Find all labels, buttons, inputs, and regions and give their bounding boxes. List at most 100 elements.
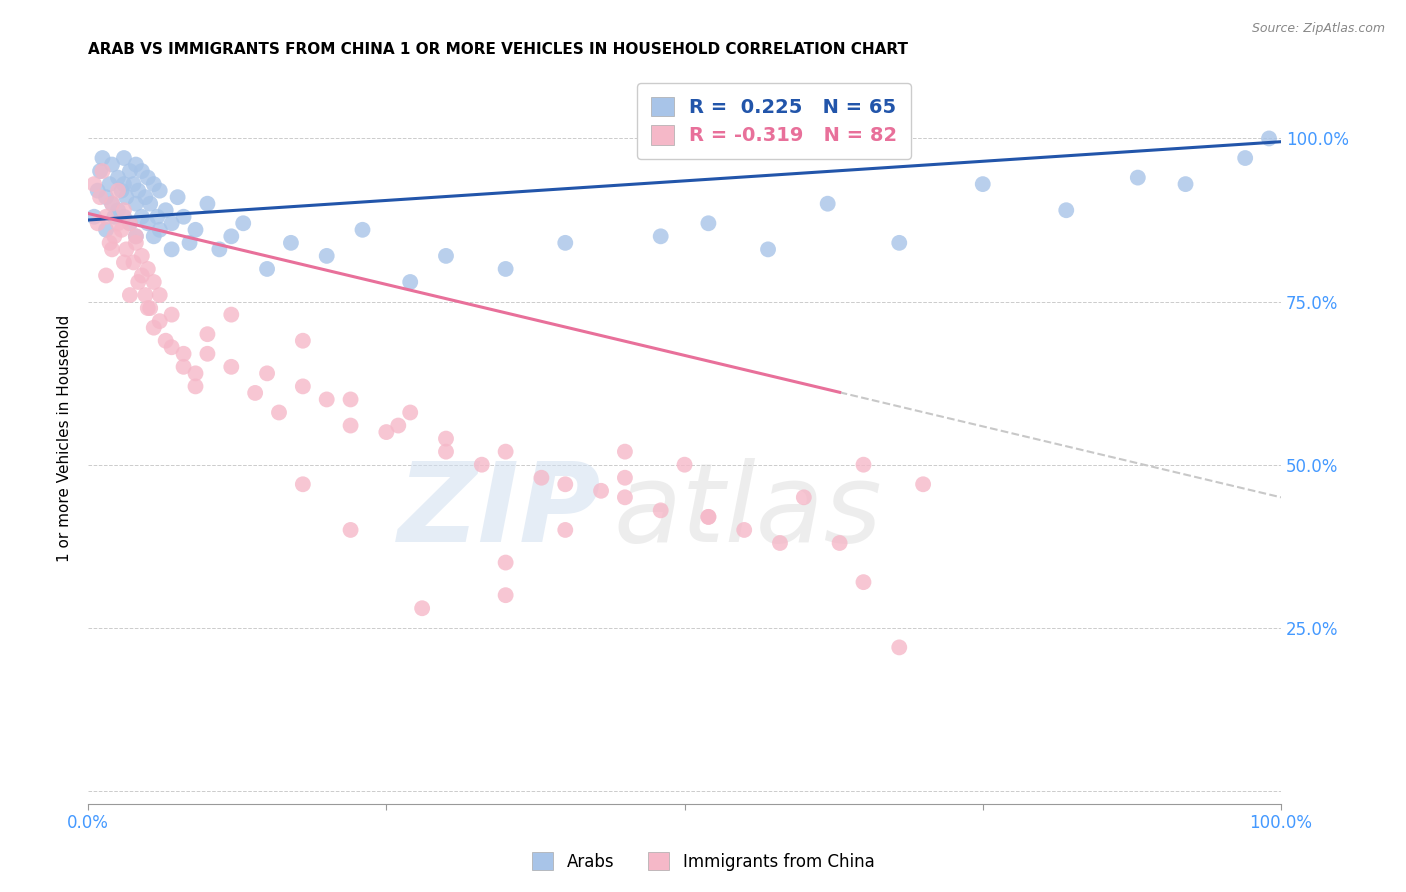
Point [756, 243, 779, 257]
Point [471, 458, 494, 472]
Point [125, 235, 148, 250]
Point [495, 588, 517, 602]
Point [697, 509, 720, 524]
Point [125, 157, 148, 171]
Point [339, 418, 361, 433]
Point [495, 444, 517, 458]
Point [134, 190, 156, 204]
Point [125, 229, 148, 244]
Text: Source: ZipAtlas.com: Source: ZipAtlas.com [1251, 22, 1385, 36]
Point [142, 177, 165, 191]
Point [733, 523, 755, 537]
Point [197, 347, 219, 361]
Text: ZIP: ZIP [398, 458, 600, 566]
Point [107, 184, 129, 198]
Point [673, 458, 696, 472]
Text: atlas: atlas [613, 458, 882, 566]
Point [115, 243, 138, 257]
Point [697, 216, 720, 230]
Point [91, 151, 114, 165]
Point [352, 223, 374, 237]
Point [131, 268, 153, 283]
Point [160, 216, 183, 230]
Point [118, 164, 141, 178]
Point [399, 405, 422, 419]
Point [291, 477, 314, 491]
Point [530, 471, 553, 485]
Point [103, 210, 125, 224]
Point [107, 170, 129, 185]
Point [101, 196, 124, 211]
Point [115, 190, 138, 204]
Point [173, 359, 195, 374]
Point [125, 229, 148, 244]
Point [221, 359, 243, 374]
Point [613, 491, 636, 505]
Point [912, 477, 935, 491]
Point [184, 223, 207, 237]
Point [127, 275, 149, 289]
Point [1174, 177, 1197, 191]
Point [94, 268, 117, 283]
Point [101, 196, 124, 211]
Point [375, 425, 398, 439]
Point [139, 301, 162, 315]
Point [142, 320, 165, 334]
Point [98, 235, 121, 250]
Point [208, 243, 231, 257]
Point [149, 288, 172, 302]
Point [127, 184, 149, 198]
Point [495, 556, 517, 570]
Point [146, 210, 169, 224]
Point [125, 196, 148, 211]
Point [243, 385, 266, 400]
Point [110, 223, 132, 237]
Point [112, 177, 135, 191]
Point [972, 177, 994, 191]
Point [221, 229, 243, 244]
Point [155, 203, 177, 218]
Point [315, 249, 337, 263]
Point [139, 196, 162, 211]
Point [83, 210, 105, 224]
Point [94, 223, 117, 237]
Point [339, 392, 361, 407]
Point [650, 503, 672, 517]
Point [94, 210, 117, 224]
Point [112, 151, 135, 165]
Point [793, 491, 815, 505]
Point [387, 418, 409, 433]
Point [434, 444, 457, 458]
Point [122, 255, 145, 269]
Point [280, 235, 302, 250]
Point [339, 523, 361, 537]
Point [94, 190, 117, 204]
Point [107, 203, 129, 218]
Point [136, 216, 159, 230]
Point [118, 216, 141, 230]
Point [221, 308, 243, 322]
Point [434, 432, 457, 446]
Point [256, 262, 278, 277]
Point [315, 392, 337, 407]
Point [136, 262, 159, 277]
Point [650, 229, 672, 244]
Point [142, 229, 165, 244]
Point [107, 216, 129, 230]
Point [197, 196, 219, 211]
Point [291, 334, 314, 348]
Point [160, 340, 183, 354]
Point [232, 216, 254, 230]
Point [155, 334, 177, 348]
Point [160, 243, 183, 257]
Point [434, 249, 457, 263]
Point [118, 216, 141, 230]
Point [889, 640, 911, 655]
Point [589, 483, 612, 498]
Point [1054, 203, 1077, 218]
Point [149, 184, 172, 198]
Point [131, 249, 153, 263]
Point [98, 177, 121, 191]
Point [103, 229, 125, 244]
Point [86, 216, 108, 230]
